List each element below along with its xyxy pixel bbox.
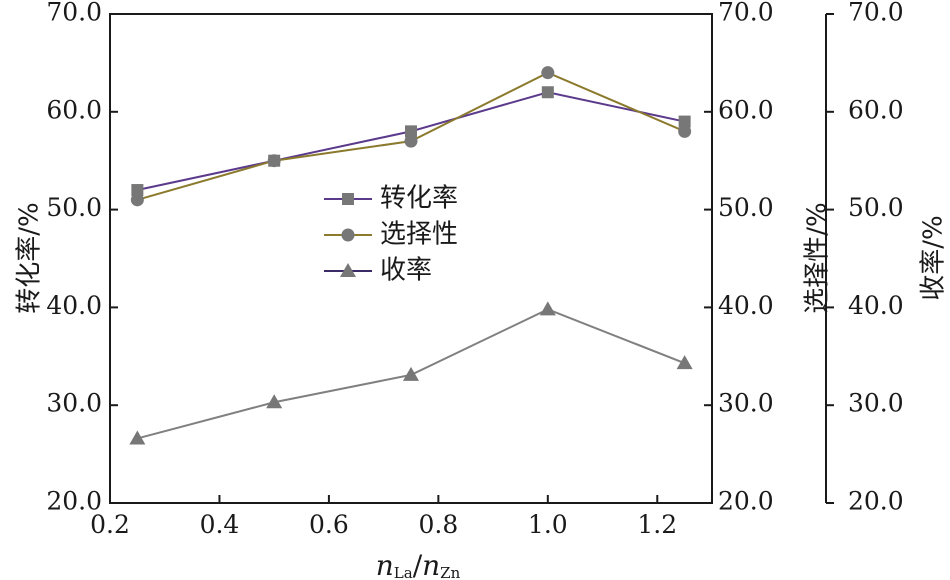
legend-item-1: 选择性 bbox=[324, 220, 458, 250]
legend-item-2: 收率 bbox=[324, 256, 432, 286]
data-point bbox=[130, 193, 144, 207]
y-right2-tick-label: 70.0 bbox=[848, 0, 904, 27]
legend-item-0: 转化率 bbox=[324, 184, 458, 214]
x-tick-label: 1.0 bbox=[528, 510, 568, 539]
data-point bbox=[129, 430, 146, 445]
y-right2-tick-label: 40.0 bbox=[848, 291, 904, 320]
data-point bbox=[678, 115, 691, 128]
data-point bbox=[404, 134, 418, 148]
legend-marker bbox=[342, 193, 354, 205]
legend-label: 收率 bbox=[380, 256, 432, 286]
y-right1-tick-label: 70.0 bbox=[718, 0, 774, 27]
y-right1-tick-label: 40.0 bbox=[718, 291, 774, 320]
y-left-tick-label: 30.0 bbox=[46, 389, 102, 418]
data-point bbox=[267, 154, 281, 168]
x-axis-title-main1: n bbox=[376, 549, 394, 580]
legend-marker bbox=[340, 263, 356, 277]
x-axis-title-main2: n bbox=[422, 549, 440, 580]
y-left-tick-label: 50.0 bbox=[46, 193, 102, 222]
legend-marker bbox=[341, 228, 355, 242]
axes: 0.2 0.4 0.6 0.8 1.0 1.2 20.0 20.0 20.0 30.0 30.0 30… bbox=[46, 0, 903, 539]
y-left-tick-label: 60.0 bbox=[46, 95, 102, 124]
y-axis-title-right1: 选择性/% bbox=[803, 202, 833, 313]
y-left-tick-label: 40.0 bbox=[46, 291, 102, 320]
y-left-tick-label: 70.0 bbox=[46, 0, 102, 27]
x-tick-label: 0.2 bbox=[90, 510, 130, 539]
x-tick-label: 0.4 bbox=[200, 510, 240, 539]
legend-label: 选择性 bbox=[380, 220, 458, 250]
y-right1-tick-label: 60.0 bbox=[718, 95, 774, 124]
y-right2-tick-label: 60.0 bbox=[848, 95, 904, 124]
data-point bbox=[131, 184, 144, 197]
data-point bbox=[403, 366, 419, 381]
series-layer bbox=[129, 66, 693, 445]
data-point bbox=[266, 394, 283, 409]
data-point bbox=[676, 355, 693, 370]
y-left-tick-label: 20.0 bbox=[46, 487, 102, 516]
x-tick-label: 1.2 bbox=[637, 510, 677, 539]
x-axis-title: nLa/nZn bbox=[376, 549, 461, 580]
legend-label: 转化率 bbox=[380, 184, 458, 214]
x-axis-title-sub2: Zn bbox=[440, 564, 460, 580]
series-2 bbox=[129, 301, 693, 445]
y-right2-tick-label: 20.0 bbox=[848, 487, 904, 516]
y-right2-tick-label: 30.0 bbox=[848, 389, 904, 418]
data-point bbox=[405, 125, 417, 138]
data-point bbox=[678, 124, 692, 138]
y-axis-title-left: 转化率/% bbox=[15, 202, 45, 313]
x-axis-title-sub1: La bbox=[394, 564, 413, 580]
y-right1-tick-label: 30.0 bbox=[718, 389, 774, 418]
y-axis-title-right2: 收率/% bbox=[919, 215, 949, 300]
data-point bbox=[541, 86, 554, 99]
y-right1-tick-label: 20.0 bbox=[718, 487, 774, 516]
data-point bbox=[541, 66, 555, 80]
x-tick-label: 0.6 bbox=[309, 510, 349, 539]
x-tick-label: 0.8 bbox=[418, 510, 458, 539]
data-point bbox=[539, 301, 556, 316]
series-1 bbox=[130, 66, 692, 207]
x-axis-title-sep: / bbox=[413, 549, 423, 580]
y-right2-tick-label: 50.0 bbox=[848, 193, 904, 222]
plot-frame bbox=[109, 13, 713, 504]
y-right1-tick-label: 50.0 bbox=[718, 193, 774, 222]
